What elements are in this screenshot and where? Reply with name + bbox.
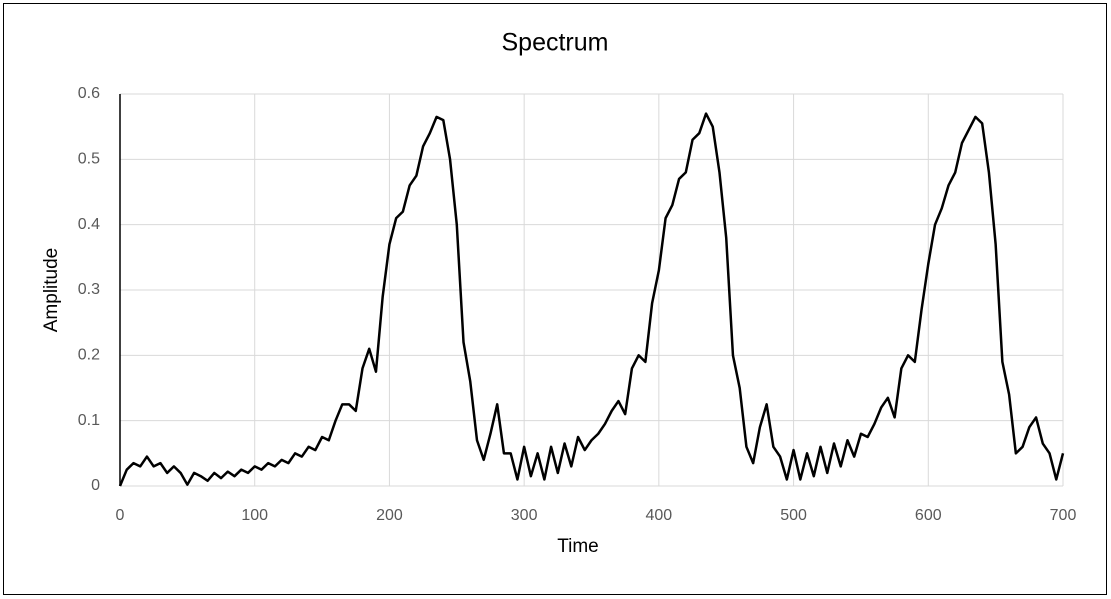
x-axis-label: Time	[557, 536, 599, 557]
x-tick-label: 200	[376, 507, 403, 524]
y-tick-label: 0.2	[78, 347, 100, 364]
x-tick-label: 600	[915, 507, 942, 524]
x-tick-label: 100	[241, 507, 268, 524]
x-tick-label: 700	[1050, 507, 1077, 524]
x-tick-label: 400	[646, 507, 673, 524]
x-tick-label: 0	[116, 507, 125, 524]
y-tick-label: 0.4	[78, 216, 100, 233]
y-tick-label: 0.6	[78, 85, 100, 102]
data-line	[118, 112, 1065, 487]
y-tick-label: 0	[91, 477, 100, 494]
y-tick-label: 0.3	[78, 281, 100, 298]
x-tick-label: 500	[780, 507, 807, 524]
x-tick-label: 300	[511, 507, 538, 524]
chart-title: Spectrum	[502, 29, 609, 57]
y-tick-label: 0.5	[78, 151, 100, 168]
y-axis-label: Amplitude	[41, 248, 62, 333]
chart-border	[3, 3, 1107, 595]
y-tick-label: 0.1	[78, 412, 100, 429]
